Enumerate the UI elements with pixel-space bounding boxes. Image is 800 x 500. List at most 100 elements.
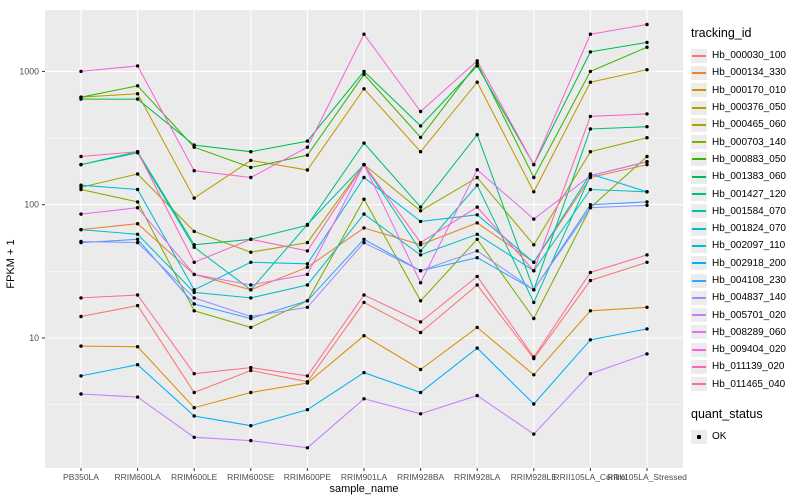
legend-key-line-icon — [691, 359, 707, 374]
data-point — [532, 316, 536, 321]
data-point — [249, 368, 253, 373]
data-point — [645, 154, 649, 159]
data-point — [418, 269, 423, 273]
data-point — [588, 174, 593, 178]
data-point — [588, 32, 593, 36]
x-tick-label: RRIM901LA — [341, 472, 388, 482]
y-tick-label: 10 — [29, 333, 39, 343]
legend-key-line-icon — [691, 325, 707, 340]
data-point — [249, 365, 253, 370]
legend-key-line-icon — [691, 256, 707, 271]
data-point — [418, 390, 423, 395]
data-point — [532, 162, 536, 167]
data-point — [645, 112, 649, 116]
data-point — [79, 344, 83, 348]
legend-key-line-icon — [691, 377, 707, 392]
x-tick-label: RRIM928LE — [511, 472, 558, 482]
data-point — [418, 124, 423, 128]
data-point — [362, 87, 366, 91]
legend-key-line-icon — [691, 238, 707, 253]
data-point — [532, 260, 536, 264]
data-point — [192, 288, 196, 292]
data-point — [475, 61, 479, 65]
data-point — [588, 270, 593, 275]
legend-key-line-icon — [691, 117, 707, 132]
legend-label: Hb_004108_230 — [712, 275, 786, 286]
data-point — [249, 150, 253, 154]
data-point — [79, 183, 83, 187]
data-point — [588, 80, 593, 84]
data-point — [135, 92, 140, 96]
quant-status-point-icon — [691, 429, 707, 444]
legend-label: Hb_000030_100 — [712, 50, 786, 62]
data-point — [645, 352, 649, 356]
legend-label: Hb_005701_020 — [712, 309, 786, 321]
legend-item-Hb_011139_020: Hb_011139_020 — [691, 358, 799, 375]
data-point — [135, 303, 140, 308]
legend-label: Hb_000134_330 — [712, 67, 786, 79]
data-point — [305, 272, 310, 277]
data-point — [192, 302, 196, 306]
data-point — [418, 240, 423, 245]
data-point — [249, 424, 253, 428]
data-point — [135, 172, 140, 176]
data-point — [305, 446, 310, 450]
legend-item-Hb_011465_040: Hb_011465_040 — [691, 376, 799, 393]
legend-label: Hb_001383_060 — [712, 171, 786, 183]
legend-label: Hb_002918_200 — [712, 257, 786, 269]
data-point — [362, 334, 366, 338]
data-point — [588, 127, 593, 131]
x-tick-label: RRIM600LE — [171, 472, 218, 482]
data-point — [362, 32, 366, 36]
data-point — [305, 153, 310, 157]
y-tick-label: 1000 — [19, 66, 39, 76]
x-tick-label: RRIM928BA — [397, 472, 445, 482]
data-point — [588, 114, 593, 119]
data-point — [645, 125, 649, 129]
legend-key-line-icon — [691, 135, 707, 150]
data-point — [645, 22, 649, 27]
data-point — [305, 249, 310, 253]
data-point — [305, 381, 310, 385]
legend-item-Hb_000170_010: Hb_000170_010 — [691, 82, 799, 99]
legend-item-Hb_000883_050: Hb_000883_050 — [691, 151, 799, 168]
data-point — [475, 393, 479, 398]
data-point — [475, 183, 479, 187]
data-point — [135, 84, 140, 88]
data-point — [192, 245, 196, 249]
data-point — [532, 432, 536, 436]
legend-item-Hb_001824_070: Hb_001824_070 — [691, 220, 799, 237]
data-point — [532, 243, 536, 247]
data-point — [192, 372, 196, 376]
legend-key-line-icon — [691, 204, 707, 219]
data-point — [645, 253, 649, 257]
legend-item-Hb_004108_230: Hb_004108_230 — [691, 272, 799, 289]
data-point — [79, 239, 83, 244]
data-point — [79, 162, 83, 167]
data-point — [532, 217, 536, 221]
data-point — [418, 109, 423, 114]
data-point — [249, 438, 253, 443]
data-point — [362, 212, 366, 216]
data-point — [79, 374, 83, 378]
legend-item-Hb_000703_140: Hb_000703_140 — [691, 133, 799, 150]
data-point — [588, 150, 593, 154]
x-tick-label: RRII105LA_Stressed — [607, 472, 687, 482]
data-point — [305, 299, 310, 303]
legend-item-Hb_005701_020: Hb_005701_020 — [691, 306, 799, 323]
data-point — [135, 395, 140, 399]
data-point — [532, 288, 536, 292]
data-point — [588, 203, 593, 207]
data-point — [249, 175, 253, 180]
x-tick-label: RRIM600LA — [114, 472, 161, 482]
data-point — [645, 45, 649, 49]
data-point — [135, 345, 140, 349]
data-point — [645, 190, 649, 194]
data-point — [192, 169, 196, 173]
data-point — [362, 69, 366, 74]
data-point — [588, 372, 593, 376]
legend-label: OK — [712, 431, 727, 443]
data-point — [588, 187, 593, 192]
data-point — [249, 390, 253, 395]
data-point — [305, 139, 310, 143]
